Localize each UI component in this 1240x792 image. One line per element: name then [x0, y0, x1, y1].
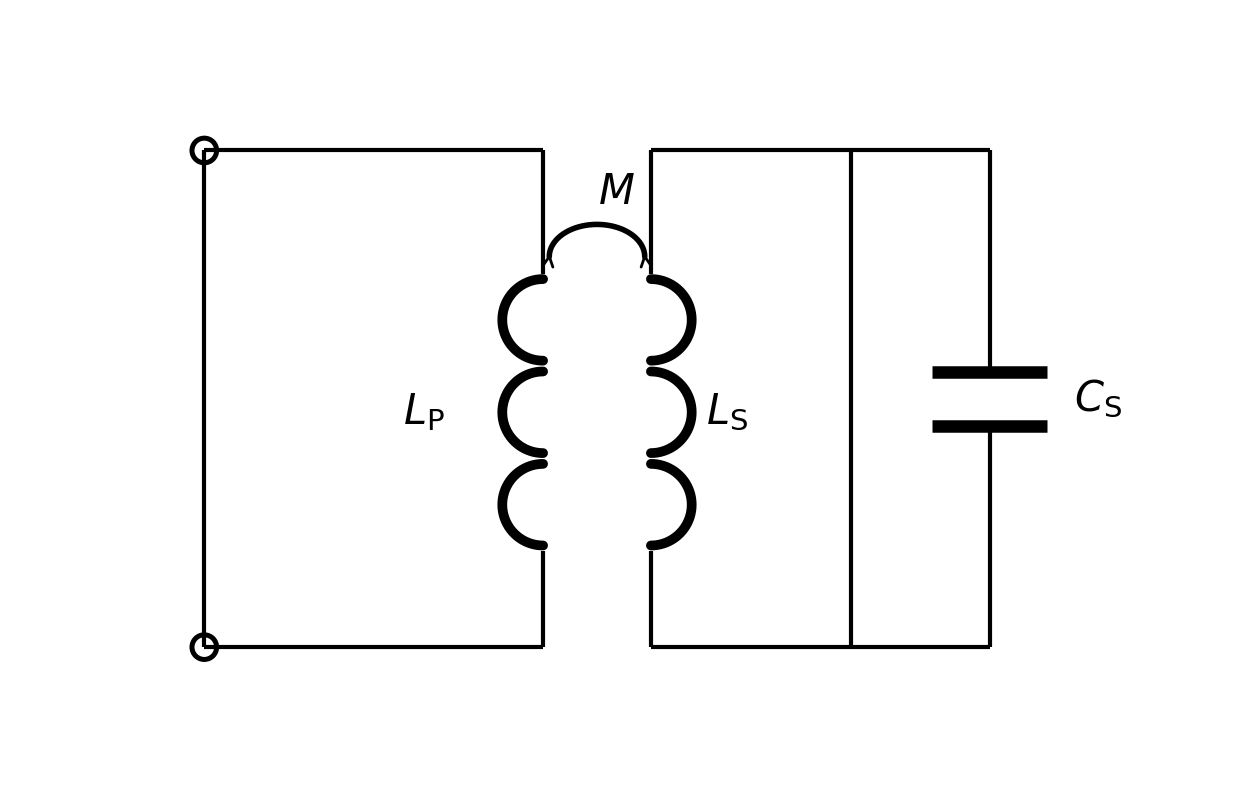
Text: $M$: $M$	[598, 171, 635, 213]
Text: $C_\mathsf{S}$: $C_\mathsf{S}$	[1074, 378, 1122, 420]
Text: $L_\mathsf{P}$: $L_\mathsf{P}$	[403, 391, 444, 433]
Text: $L_\mathsf{S}$: $L_\mathsf{S}$	[706, 391, 748, 433]
